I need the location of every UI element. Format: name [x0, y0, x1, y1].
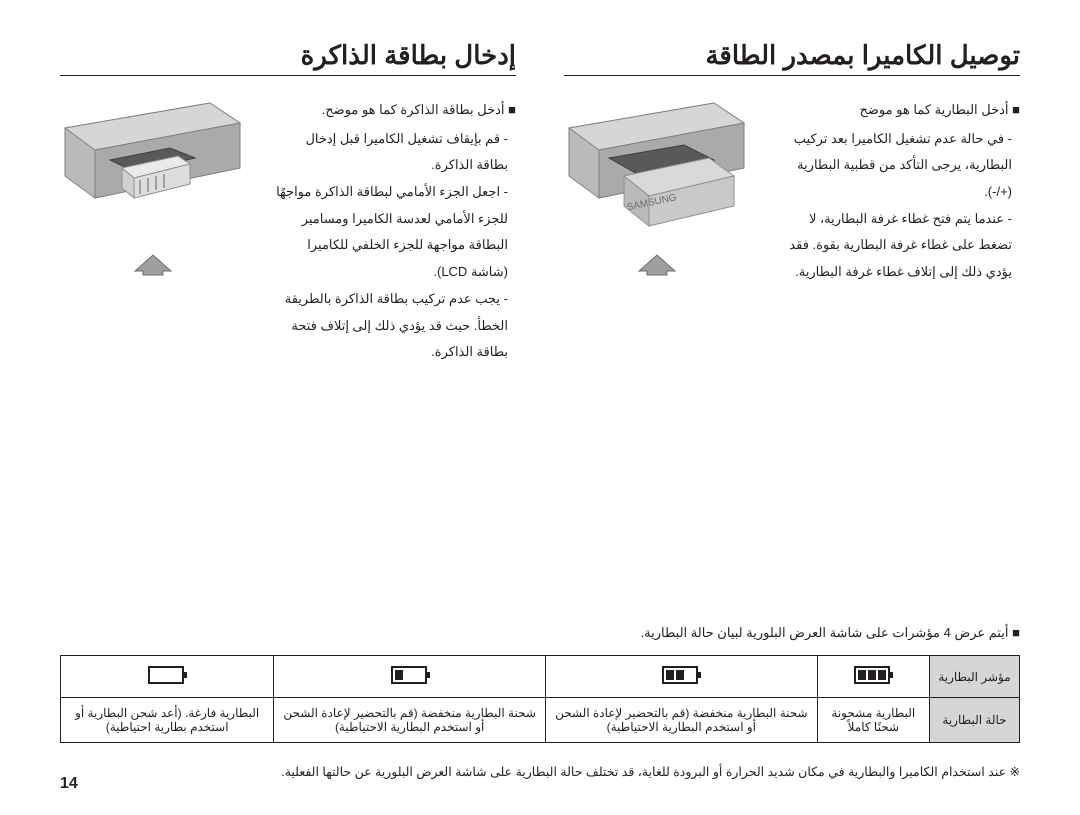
table-row: مؤشر البطارية: [61, 656, 1020, 698]
state-cell: شحنة البطارية منخفضة (قم بالتحضير لإعادة…: [274, 698, 546, 743]
page-number: 14: [60, 775, 78, 793]
memory-line: للجزء الأمامي لعدسة الكاميرا ومسامير: [257, 207, 516, 232]
battery-empty-icon: [145, 664, 189, 686]
battery-cell: [274, 656, 546, 698]
heading-power: توصيل الكاميرا بمصدر الطاقة: [564, 40, 1020, 76]
memory-line: (شاشة LCD).: [257, 260, 516, 285]
heading-memory: إدخال بطاقة الذاكرة: [60, 40, 516, 76]
power-line: - عندما يتم فتح غطاء غرفة البطارية، لا: [761, 207, 1020, 232]
camera-battery-illustration: SAMSUNG: [564, 98, 749, 243]
memory-line: بطاقة الذاكرة.: [257, 153, 516, 178]
memory-bullet: ■ أدخل بطاقة الذاكرة كما هو موضح.: [257, 98, 516, 123]
battery-cell: [545, 656, 817, 698]
power-line: تضغط على غطاء غرفة البطارية بقوة. فقد: [761, 233, 1020, 258]
power-line: (+/-).: [761, 180, 1020, 205]
power-line: - في حالة عدم تشغيل الكاميرا بعد تركيب: [761, 127, 1020, 152]
state-cell: شحنة البطارية منخفضة (قم بالتحضير لإعادة…: [545, 698, 817, 743]
indicator-text: ■ أيتم عرض 4 مؤشرات على شاشة العرض البلو…: [60, 625, 1020, 641]
power-line: يؤدي ذلك إلى إتلاف غطاء غرفة البطارية.: [761, 260, 1020, 285]
battery-one-icon: [388, 664, 432, 686]
battery-full-icon: [851, 664, 895, 686]
camera-card-figure: [60, 98, 245, 293]
state-cell: البطارية فارغة. (أعد شحن البطارية أو است…: [61, 698, 274, 743]
memory-line: بطاقة الذاكرة.: [257, 340, 516, 365]
battery-indicator-section: ■ أيتم عرض 4 مؤشرات على شاشة العرض البلو…: [60, 625, 1020, 785]
row-label-state: حالة البطارية: [930, 698, 1020, 743]
power-bullet: ■ أدخل البطارية كما هو موضح: [761, 98, 1020, 123]
power-text: ■ أدخل البطارية كما هو موضح - في حالة عد…: [761, 98, 1020, 293]
camera-card-illustration: [60, 98, 245, 243]
arrow-up-icon: [635, 253, 679, 277]
memory-line: - قم بإيقاف تشغيل الكاميرا قبل إدخال: [257, 127, 516, 152]
memory-line: - اجعل الجزء الأمامي لبطاقة الذاكرة مواج…: [257, 180, 516, 205]
row-label-indicator: مؤشر البطارية: [930, 656, 1020, 698]
memory-line: البطاقة مواجهة للجزء الخلفي للكاميرا: [257, 233, 516, 258]
memory-text: ■ أدخل بطاقة الذاكرة كما هو موضح. - قم ب…: [257, 98, 516, 367]
table-row: حالة البطارية البطارية مشحونة شحنًا كامل…: [61, 698, 1020, 743]
power-line: البطارية، يرجى التأكد من قطبية البطارية: [761, 153, 1020, 178]
camera-battery-figure: SAMSUNG: [564, 98, 749, 293]
state-cell: البطارية مشحونة شحنًا كاملاً: [817, 698, 929, 743]
battery-table: مؤشر البطارية: [60, 655, 1020, 743]
battery-cell: [817, 656, 929, 698]
footnote: ※ عند استخدام الكاميرا والبطارية في مكان…: [60, 761, 1020, 785]
battery-cell: [61, 656, 274, 698]
battery-two-icon: [659, 664, 703, 686]
memory-line: الخطأ. حيث قد يؤدي ذلك إلى إتلاف فتحة: [257, 314, 516, 339]
memory-line: - يجب عدم تركيب بطاقة الذاكرة بالطريقة: [257, 287, 516, 312]
arrow-up-icon: [131, 253, 175, 277]
